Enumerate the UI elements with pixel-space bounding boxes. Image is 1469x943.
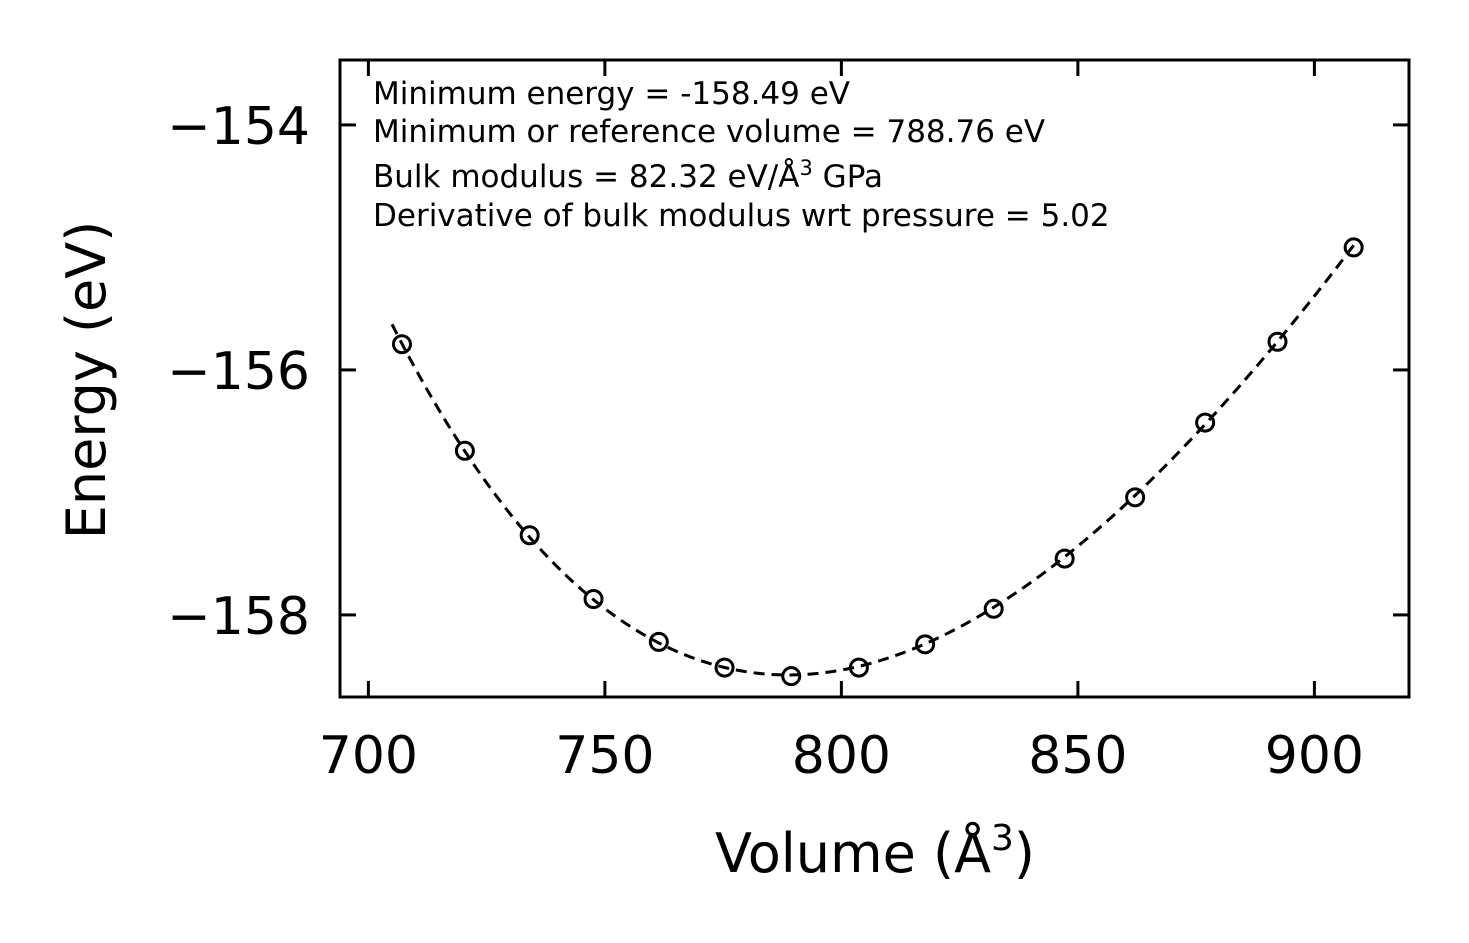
y-axis-ticks: −154 −156 −158 [167, 97, 1409, 647]
data-point [1343, 237, 1364, 258]
annotation-bulk-modulus-unit: GPa [813, 159, 883, 195]
data-point [454, 440, 475, 461]
data-point [583, 589, 604, 609]
data-point [915, 634, 936, 655]
x-axis-label-sup: 3 [991, 818, 1014, 859]
data-point [1267, 331, 1288, 352]
data-points [391, 237, 1364, 687]
y-tick-label: −156 [167, 342, 310, 402]
data-point [848, 657, 869, 678]
x-axis-ticks: 700 750 800 850 900 [319, 60, 1364, 786]
annotation-min-energy: Minimum energy = -158.49 eV [373, 76, 850, 112]
plot-frame [338, 58, 1411, 699]
x-axis-label-text: Volume (Å [715, 821, 991, 885]
x-axis-label: Volume (Å3) [715, 818, 1035, 885]
data-point [781, 666, 802, 687]
annotation-bulk-modulus-derivative: Derivative of bulk modulus wrt pressure … [373, 198, 1110, 234]
annotation-min-volume: Minimum or reference volume = 788.76 eV [373, 114, 1045, 150]
data-point [983, 598, 1004, 619]
y-tick-label: −154 [167, 97, 310, 157]
data-point [1195, 412, 1216, 433]
x-tick-label: 900 [1265, 726, 1364, 786]
data-point [391, 334, 412, 355]
data-point [519, 525, 540, 546]
y-axis-label: Energy (eV) [55, 221, 118, 540]
data-point [714, 657, 735, 678]
data-point [1125, 487, 1146, 508]
x-tick-label: 750 [555, 726, 654, 786]
annotation-bulk-modulus-sup: 3 [799, 156, 812, 180]
annotation-bulk-modulus: Bulk modulus = 82.32 eV/Å3 GPa [373, 156, 883, 195]
x-tick-label: 700 [319, 726, 418, 786]
data-point [1054, 548, 1075, 569]
eos-fit-line [390, 240, 1359, 677]
annotation-bulk-modulus-text: Bulk modulus = 82.32 eV/Å [373, 159, 799, 195]
y-tick-label: −158 [167, 587, 310, 647]
data-point [648, 631, 669, 652]
x-axis-label-tail: ) [1014, 822, 1035, 885]
x-tick-label: 800 [792, 726, 891, 786]
x-tick-label: 850 [1028, 726, 1127, 786]
